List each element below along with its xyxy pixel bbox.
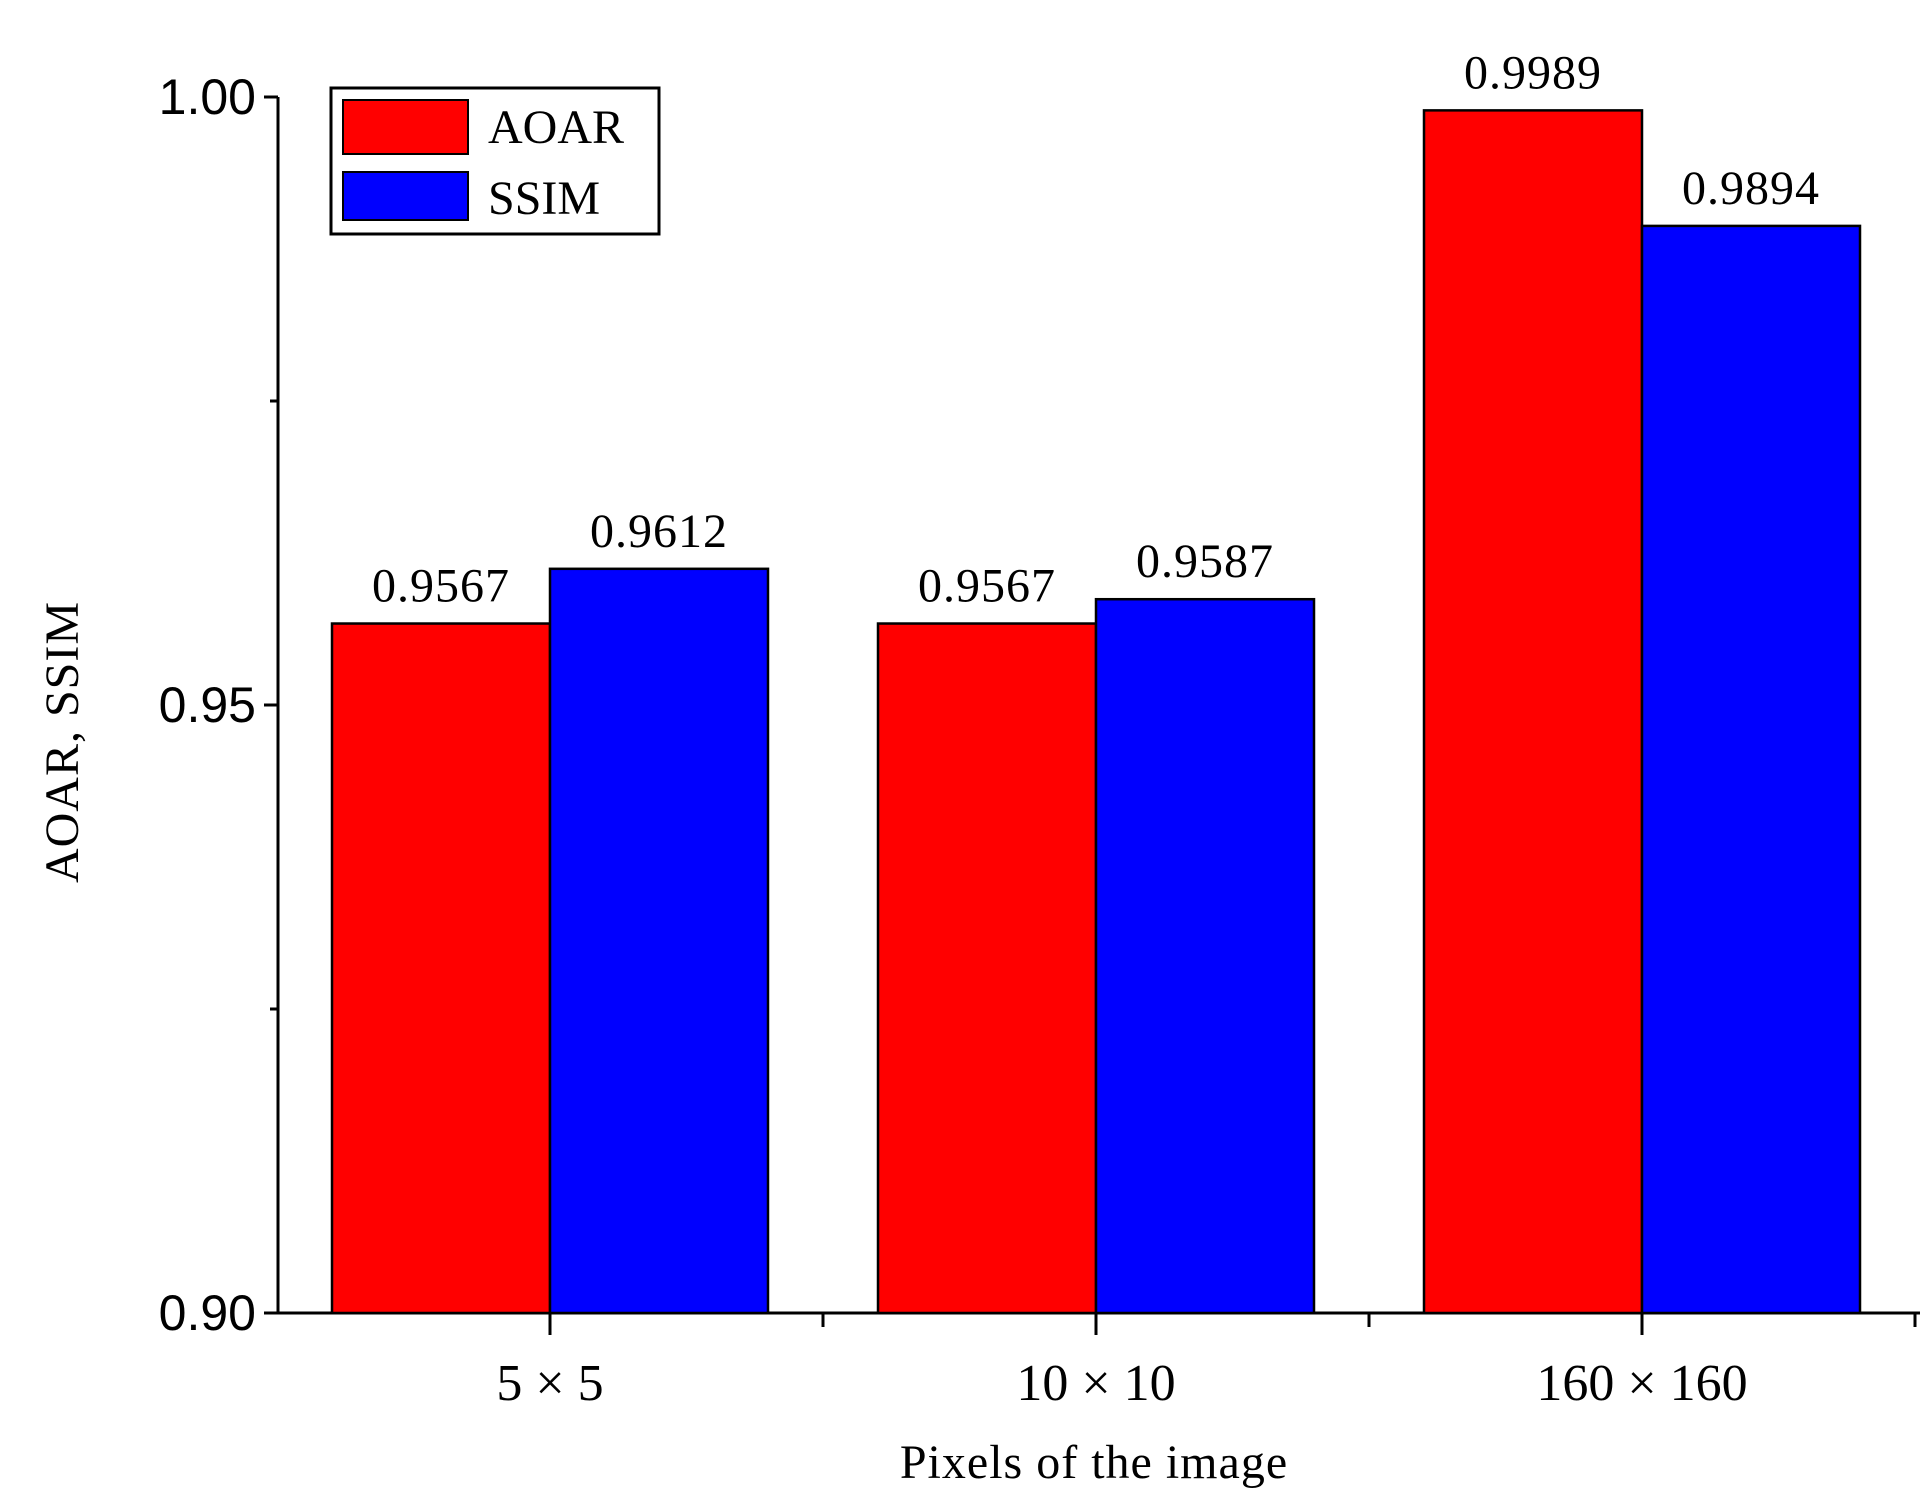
legend-swatch-aoar (342, 99, 469, 155)
x-tick-label: 160 × 160 (1536, 1355, 1747, 1412)
x-tick-label: 5 × 5 (496, 1355, 603, 1412)
y-ticks: 0.90 0.95 1.00 (159, 69, 278, 1341)
bar-aoar (330, 622, 552, 1315)
data-label-ssim: 0.9894 (1682, 162, 1820, 215)
y-axis-title: AOAR, SSIM (36, 601, 89, 883)
data-label-aoar: 0.9567 (918, 560, 1056, 613)
y-tick-label: 0.90 (159, 1285, 256, 1341)
category-labels: 5 × 5 10 × 10 160 × 160 (496, 1355, 1747, 1412)
bar-aoar (876, 622, 1098, 1315)
bar-ssim (1640, 224, 1862, 1315)
data-label-ssim: 0.9587 (1136, 535, 1274, 588)
value-labels: 0.9567 0.9612 0.9567 0.9587 0.9989 0.9894 (372, 46, 1820, 613)
x-ticks (548, 1313, 1917, 1335)
data-label-aoar: 0.9567 (372, 560, 510, 613)
legend-label-aoar: AOAR (488, 101, 624, 154)
y-tick-label: 1.00 (159, 69, 256, 125)
x-tick-label: 10 × 10 (1016, 1355, 1175, 1412)
bar-ssim (1094, 597, 1316, 1315)
legend-swatch-ssim (342, 171, 469, 221)
bar-aoar (1422, 109, 1644, 1315)
data-label-aoar: 0.9989 (1464, 46, 1602, 99)
legend-label-ssim: SSIM (488, 172, 600, 225)
legend: AOAR SSIM (329, 86, 661, 236)
y-tick-label: 0.95 (159, 677, 256, 733)
x-axis-title: Pixels of the image (900, 1436, 1288, 1489)
bar-ssim (548, 567, 770, 1315)
bars (330, 109, 1862, 1315)
data-label-ssim: 0.9612 (590, 505, 728, 558)
